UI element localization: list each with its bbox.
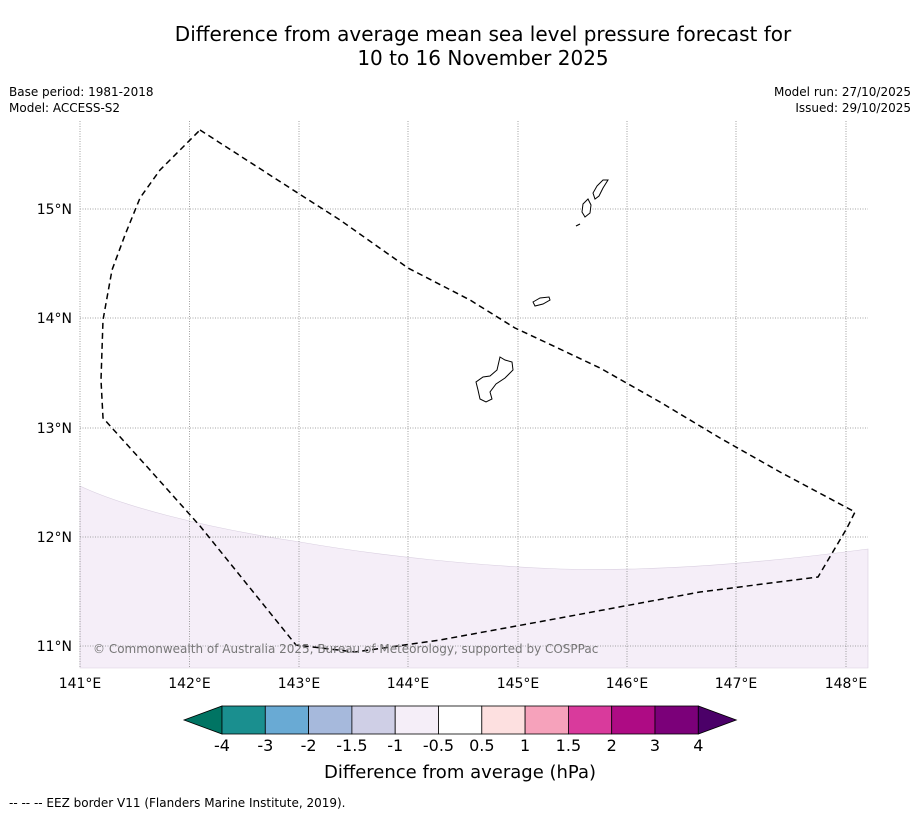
colorbar-swatch	[481, 705, 526, 735]
colorbar-label: 4	[693, 736, 703, 755]
lon-label-143: 143°E	[278, 676, 321, 692]
anomaly-shading	[79, 485, 869, 669]
copyright-text: © Commonwealth of Australia 2025, Bureau…	[93, 642, 598, 656]
colorbar-label: 3	[650, 736, 660, 755]
title-line-1: Difference from average mean sea level p…	[174, 22, 792, 46]
island-rota	[532, 296, 551, 307]
colorbar-label: 2	[607, 736, 617, 755]
colorbar-label: 1.5	[556, 736, 581, 755]
island-guam	[475, 356, 514, 403]
colorbar-label: -3	[257, 736, 273, 755]
colorbar-labels: -4 -3 -2 -1.5 -1 -0.5 0.5 1 1.5 2 3 4	[214, 736, 703, 755]
colorbar-label: 1	[520, 736, 530, 755]
lon-label-145: 145°E	[497, 676, 540, 692]
colorbar	[182, 705, 738, 735]
lon-label-141: 141°E	[59, 676, 102, 692]
lon-label-146: 146°E	[606, 676, 649, 692]
colorbar-swatch	[524, 705, 569, 735]
lat-label-15: 15°N	[37, 202, 72, 218]
colorbar-swatch	[264, 705, 309, 735]
colorbar-label: 0.5	[469, 736, 494, 755]
colorbar-label: -0.5	[423, 736, 454, 755]
colorbar-swatch	[351, 705, 396, 735]
map-title: Difference from average mean sea level p…	[0, 22, 919, 70]
colorbar-swatch	[654, 705, 699, 735]
lat-labels: 15°N 14°N 13°N 12°N 11°N	[37, 202, 72, 655]
lat-label-14: 14°N	[37, 311, 72, 327]
graticule	[79, 121, 868, 668]
title-line-2: 10 to 16 November 2025	[357, 46, 609, 70]
colorbar-label: -1	[387, 736, 403, 755]
colorbar-label: -2	[301, 736, 317, 755]
colorbar-swatch	[438, 705, 483, 735]
eez-border	[100, 129, 856, 653]
colorbar-swatch	[308, 705, 353, 735]
lat-label-11: 11°N	[37, 639, 72, 655]
colorbar-label: -1.5	[336, 736, 367, 755]
issued-date: Issued: 29/10/2025	[795, 101, 911, 115]
model-run: Model run: 27/10/2025	[773, 85, 911, 99]
colorbar-swatch	[568, 705, 613, 735]
colorbar-swatch	[394, 705, 439, 735]
lon-label-147: 147°E	[715, 676, 758, 692]
colorbar-swatch	[611, 705, 656, 735]
island-aguijan	[575, 223, 581, 227]
colorbar-label: -4	[214, 736, 230, 755]
lat-label-12: 12°N	[37, 530, 72, 546]
base-period: Base period: 1981-2018	[9, 85, 154, 99]
meta-right: Model run: 27/10/2025 Issued: 29/10/2025	[774, 84, 911, 116]
lon-label-144: 144°E	[387, 676, 430, 692]
island-saipan	[592, 179, 609, 200]
meta-left: Base period: 1981-2018 Model: ACCESS-S2	[9, 84, 154, 116]
lon-labels: 141°E 142°E 143°E 144°E 145°E 146°E 147°…	[59, 676, 868, 692]
lon-label-148: 148°E	[825, 676, 868, 692]
colorbar-title: Difference from average (hPa)	[324, 762, 596, 783]
model-name: Model: ACCESS-S2	[9, 101, 121, 115]
colorbar-extend-low	[182, 705, 223, 735]
eez-legend-note: -- -- -- EEZ border V11 (Flanders Marine…	[9, 796, 346, 810]
lat-label-13: 13°N	[37, 421, 72, 437]
lon-label-142: 142°E	[168, 676, 211, 692]
colorbar-extend-high	[697, 705, 738, 735]
colorbar-swatch	[221, 705, 266, 735]
island-tinian	[581, 198, 592, 218]
